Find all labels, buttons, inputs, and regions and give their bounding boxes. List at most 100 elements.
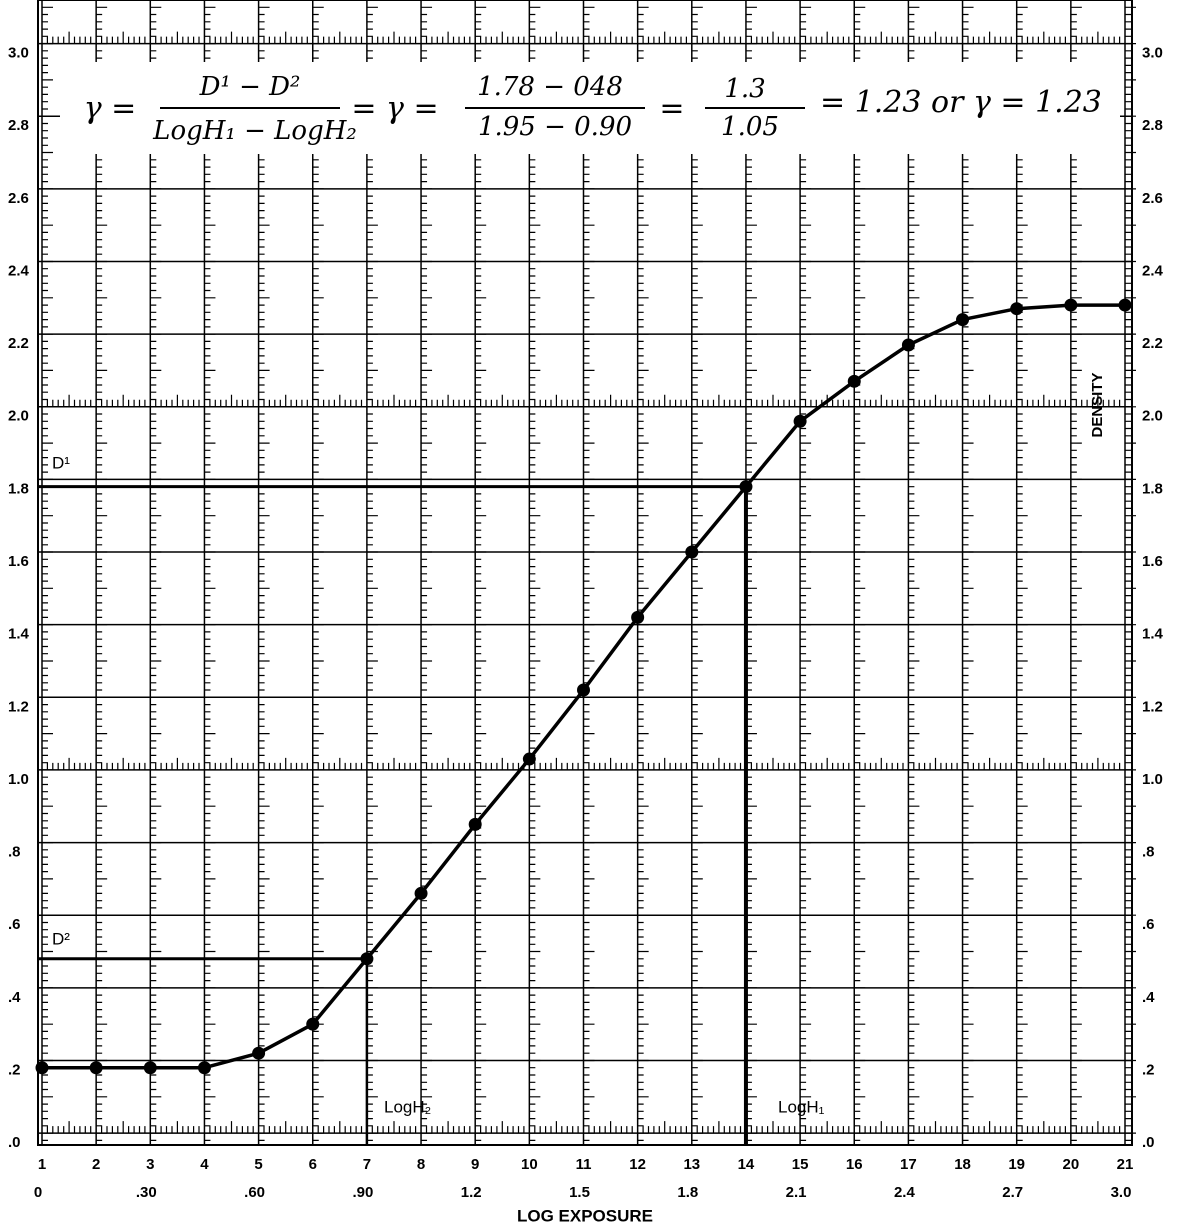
y-tick-label: 1.4 xyxy=(8,626,30,643)
y-tick-label: .6 xyxy=(8,916,21,933)
y-tick-label-right: .4 xyxy=(1142,989,1155,1006)
x2-tick-label: 2.1 xyxy=(786,1184,807,1201)
data-point xyxy=(306,1017,320,1031)
ruler-ticks xyxy=(46,1121,1121,1134)
y-tick-label: .4 xyxy=(8,989,21,1006)
data-point xyxy=(35,1061,49,1075)
formula: γ = D¹ − D² LogH₁ − LogH₂ = γ = 1.78 − 0… xyxy=(84,72,1102,146)
data-point xyxy=(577,683,590,697)
y-tick-label-right: .8 xyxy=(1142,844,1155,861)
y-tick-label: 3.0 xyxy=(8,45,29,62)
y-tick-label-right: .2 xyxy=(1142,1061,1155,1078)
x-tick-label: 3 xyxy=(146,1156,154,1173)
data-point xyxy=(847,374,861,388)
x2-tick-label: 1.2 xyxy=(461,1184,482,1201)
data-point xyxy=(197,1061,211,1075)
plot-frame xyxy=(37,0,1133,1146)
x-tick-label: 2 xyxy=(92,1156,100,1173)
x-tick-label: 9 xyxy=(471,1156,479,1173)
x-tick-label: 21 xyxy=(1117,1156,1134,1173)
y-tick-label-right: 1.8 xyxy=(1142,480,1163,497)
x2-tick-label: .60 xyxy=(244,1184,265,1201)
y-tick-label: 1.2 xyxy=(8,698,29,715)
x2-tick-label: 0 xyxy=(34,1184,42,1201)
formula-part: 1.78 − 048 xyxy=(477,72,623,102)
formula-part: LogH₁ − LogH₂ xyxy=(152,116,357,146)
y-tick-label: 2.4 xyxy=(8,262,30,279)
x-tick-label: 20 xyxy=(1063,1156,1080,1173)
formula-part: 1.3 xyxy=(724,74,765,104)
x-tick-label: 18 xyxy=(954,1156,971,1173)
x-tick-label: 13 xyxy=(683,1156,700,1173)
x2-tick-label: 1.5 xyxy=(569,1184,590,1201)
data-point xyxy=(739,480,753,494)
data-point xyxy=(685,545,699,559)
x-tick-label: 17 xyxy=(900,1156,917,1173)
ruler-ticks xyxy=(42,0,53,1141)
y-tick-label: 1.6 xyxy=(8,553,29,570)
y-tick-label: .8 xyxy=(8,844,21,861)
x-tick-label: 8 xyxy=(417,1156,425,1173)
data-point xyxy=(1118,298,1132,312)
formula-part: γ = xyxy=(84,91,137,126)
y-tick-label-right: 1.6 xyxy=(1142,553,1163,570)
y-tick-label: 2.2 xyxy=(8,335,29,352)
data-point xyxy=(468,817,482,831)
data-point xyxy=(143,1061,157,1075)
d2-label: D² xyxy=(52,929,70,948)
data-point xyxy=(793,414,807,428)
y-tick-label-right: 1.2 xyxy=(1142,698,1163,715)
formula-part: D¹ − D² xyxy=(199,72,301,102)
y-tick-label-right: .6 xyxy=(1142,916,1155,933)
ruler-ticks xyxy=(46,31,1121,44)
x2-tick-label: 2.4 xyxy=(894,1184,916,1201)
y-tick-label: 2.6 xyxy=(8,190,29,207)
data-point xyxy=(360,952,374,966)
x2-tick-label: 3.0 xyxy=(1111,1184,1132,1201)
formula-part: = xyxy=(659,91,684,126)
y-tick-label: 1.8 xyxy=(8,480,29,497)
y-tick-label-right: 3.0 xyxy=(1142,45,1163,62)
x-tick-label: 12 xyxy=(629,1156,646,1173)
formula-part: 1.05 xyxy=(721,112,779,142)
x-axis-label: LOG EXPOSURE xyxy=(517,1206,653,1225)
y-tick-label: 1.0 xyxy=(8,771,29,788)
data-point xyxy=(252,1046,266,1060)
y-tick-label-right: 2.2 xyxy=(1142,335,1163,352)
y-tick-label-right: 2.6 xyxy=(1142,190,1163,207)
x-tick-label: 5 xyxy=(254,1156,262,1173)
y-tick-label: 2.0 xyxy=(8,408,29,425)
y-axis-label: DENSITY xyxy=(1089,372,1106,437)
x-tick-label: 1 xyxy=(38,1156,46,1173)
x-tick-label: 15 xyxy=(792,1156,809,1173)
data-point xyxy=(901,338,915,352)
data-point xyxy=(414,886,428,900)
y-tick-label: .0 xyxy=(8,1134,21,1151)
x-tick-label: 7 xyxy=(363,1156,371,1173)
x-tick-label: 14 xyxy=(738,1156,755,1173)
data-point xyxy=(631,610,645,624)
formula-part: = 1.23 or γ = 1.23 xyxy=(820,85,1102,120)
data-point xyxy=(522,752,536,766)
formula-part: 1.95 − 0.90 xyxy=(478,112,632,142)
grid xyxy=(38,0,1136,1144)
data-point xyxy=(956,313,970,327)
x2-tick-label: 2.7 xyxy=(1002,1184,1023,1201)
ruler-ticks xyxy=(46,394,1121,407)
ruler-ticks xyxy=(1125,0,1136,1141)
d1-label: D¹ xyxy=(52,453,70,472)
x-tick-label: 16 xyxy=(846,1156,863,1173)
x-tick-label: 6 xyxy=(309,1156,317,1173)
formula-part: = γ = xyxy=(351,91,438,126)
y-tick-label-right: .0 xyxy=(1142,1134,1155,1151)
y-tick-label: .2 xyxy=(8,1061,21,1078)
y-tick-label-right: 1.4 xyxy=(1142,626,1164,643)
y-tick-label-right: 2.8 xyxy=(1142,117,1163,134)
h1-label: LogH₁ xyxy=(778,1097,825,1116)
x-tick-label: 4 xyxy=(200,1156,209,1173)
x-tick-label: 11 xyxy=(576,1156,592,1173)
x2-tick-label: .30 xyxy=(136,1184,157,1201)
x2-tick-label: 1.8 xyxy=(677,1184,698,1201)
y-tick-label-right: 2.0 xyxy=(1142,408,1163,425)
